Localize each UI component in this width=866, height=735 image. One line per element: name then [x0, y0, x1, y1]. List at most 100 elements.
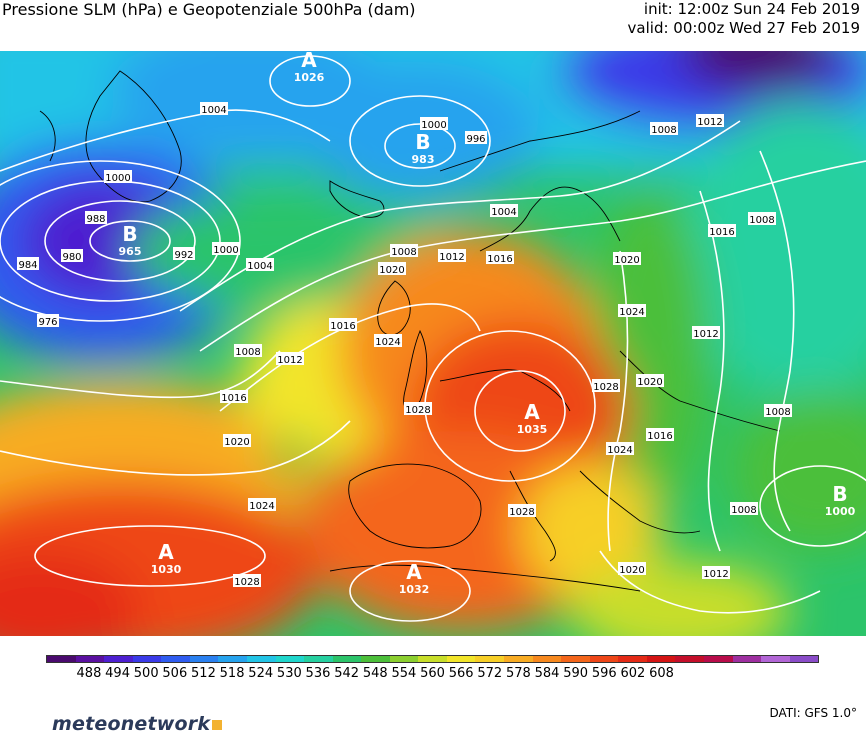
valid-time: valid: 00:00z Wed 27 Feb 2019: [627, 19, 860, 37]
init-time: init: 12:00z Sun 24 Feb 2019: [643, 0, 860, 18]
svg-text:1026: 1026: [294, 71, 325, 84]
svg-text:A: A: [406, 560, 422, 584]
isobar-label: 1012: [703, 569, 728, 580]
color-scale-label: 518: [219, 666, 245, 681]
color-scale-label: 548: [362, 666, 388, 681]
color-scale-label: 584: [534, 666, 560, 681]
isobar-label: 1016: [487, 254, 512, 265]
color-scale-swatch: [761, 656, 790, 662]
color-scale-swatch: [475, 656, 504, 662]
color-scale-swatch: [47, 656, 76, 662]
color-scale-label: 572: [477, 666, 503, 681]
color-scale-label: 596: [591, 666, 617, 681]
isobar-label: 1016: [330, 321, 355, 332]
isobar-label: 992: [174, 250, 193, 261]
color-scale-swatch: [132, 656, 162, 662]
color-scale-label: 500: [133, 666, 159, 681]
isobar-label: 996: [466, 134, 485, 145]
isobar-label: 1008: [235, 347, 260, 358]
svg-text:A: A: [524, 400, 540, 424]
color-scale-swatch: [789, 656, 819, 662]
isobar-label: 1024: [375, 337, 400, 348]
color-scale-swatch: [332, 656, 362, 662]
isobars: [0, 55, 866, 622]
isobar-label: 1008: [749, 215, 774, 226]
color-scale-swatch: [75, 656, 105, 662]
isobar-label: 1012: [439, 252, 464, 263]
color-scale-swatch: [618, 656, 647, 662]
isobar-label: 1016: [221, 393, 246, 404]
isobar-label: 988: [86, 214, 105, 225]
isobar-label: 1008: [651, 125, 676, 136]
isobar-label: 1012: [693, 329, 718, 340]
data-source: DATI: GFS 1.0°: [769, 706, 857, 720]
isobar-label: 984: [18, 260, 37, 271]
isobar-label: 1024: [607, 445, 632, 456]
isobar-label: 1020: [619, 565, 644, 576]
color-scale-label: 530: [276, 666, 302, 681]
color-scale-swatch: [589, 656, 619, 662]
color-scale-swatch: [646, 656, 676, 662]
color-scale-swatch: [675, 656, 704, 662]
isobar-label: 1020: [224, 437, 249, 448]
color-scale-swatch: [104, 656, 133, 662]
isobar-label: 1000: [105, 173, 130, 184]
svg-text:B: B: [415, 130, 430, 154]
isobar-label: 1028: [405, 405, 430, 416]
isobar-label: 1016: [647, 431, 672, 442]
isobar-label: 1000: [213, 245, 238, 256]
color-scale-label: 494: [105, 666, 130, 681]
color-scale-label: 536: [305, 666, 331, 681]
brand-logo: meteonetwork: [52, 713, 223, 735]
color-scale-label: 512: [191, 666, 216, 681]
svg-text:A: A: [158, 540, 174, 564]
svg-text:1035: 1035: [517, 423, 548, 436]
isobar-label: 1028: [234, 577, 259, 588]
color-scale-swatch: [561, 656, 590, 662]
svg-text:965: 965: [119, 245, 142, 258]
color-scale-label: 542: [334, 666, 360, 681]
color-scale-swatch: [246, 656, 276, 662]
isobar-label: 1020: [637, 377, 662, 388]
isobar-label: 1008: [391, 247, 416, 258]
isobar-label: 980: [62, 252, 81, 263]
svg-text:1000: 1000: [825, 505, 856, 518]
color-scale-label: 524: [248, 666, 274, 681]
color-scale-label: 608: [649, 666, 674, 681]
isobar-label: 1028: [593, 382, 618, 393]
svg-text:B: B: [122, 222, 137, 246]
color-scale-swatch: [389, 656, 419, 662]
isobar-label: 1008: [731, 505, 756, 516]
color-scale-label: 578: [505, 666, 531, 681]
geopotential-field: [0, 51, 866, 636]
color-scale-swatch: [532, 656, 562, 662]
isobar-label: 976: [38, 317, 57, 328]
isobar-labels: 1000 996 1004 1008 1012 1016 1020 1024 1…: [17, 102, 792, 588]
isobar-label: 1012: [277, 355, 302, 366]
svg-text:B: B: [832, 482, 847, 506]
isobar-label: 1004: [491, 207, 516, 218]
color-scale-swatch: [218, 656, 247, 662]
isobar-label: 1004: [247, 261, 272, 272]
color-scale-swatch: [418, 656, 447, 662]
color-scale-label: 560: [420, 666, 445, 681]
color-scale-swatch: [504, 656, 533, 662]
color-scale-swatch: [275, 656, 305, 662]
isobar-label: 1024: [619, 307, 644, 318]
color-scale-swatch: [703, 656, 733, 662]
isobar-label: 1020: [379, 265, 404, 276]
isobar-label: 1016: [709, 227, 734, 238]
color-scale-swatch: [732, 656, 762, 662]
svg-text:983: 983: [412, 153, 435, 166]
color-scale-label: 566: [448, 666, 474, 681]
run-info: init: 12:00z Sun 24 Feb 2019 valid: 00:0…: [628, 0, 860, 38]
isobar-label: 1012: [697, 117, 722, 128]
weather-map: 1000 996 1004 1008 1012 1016 1020 1024 1…: [0, 51, 866, 636]
